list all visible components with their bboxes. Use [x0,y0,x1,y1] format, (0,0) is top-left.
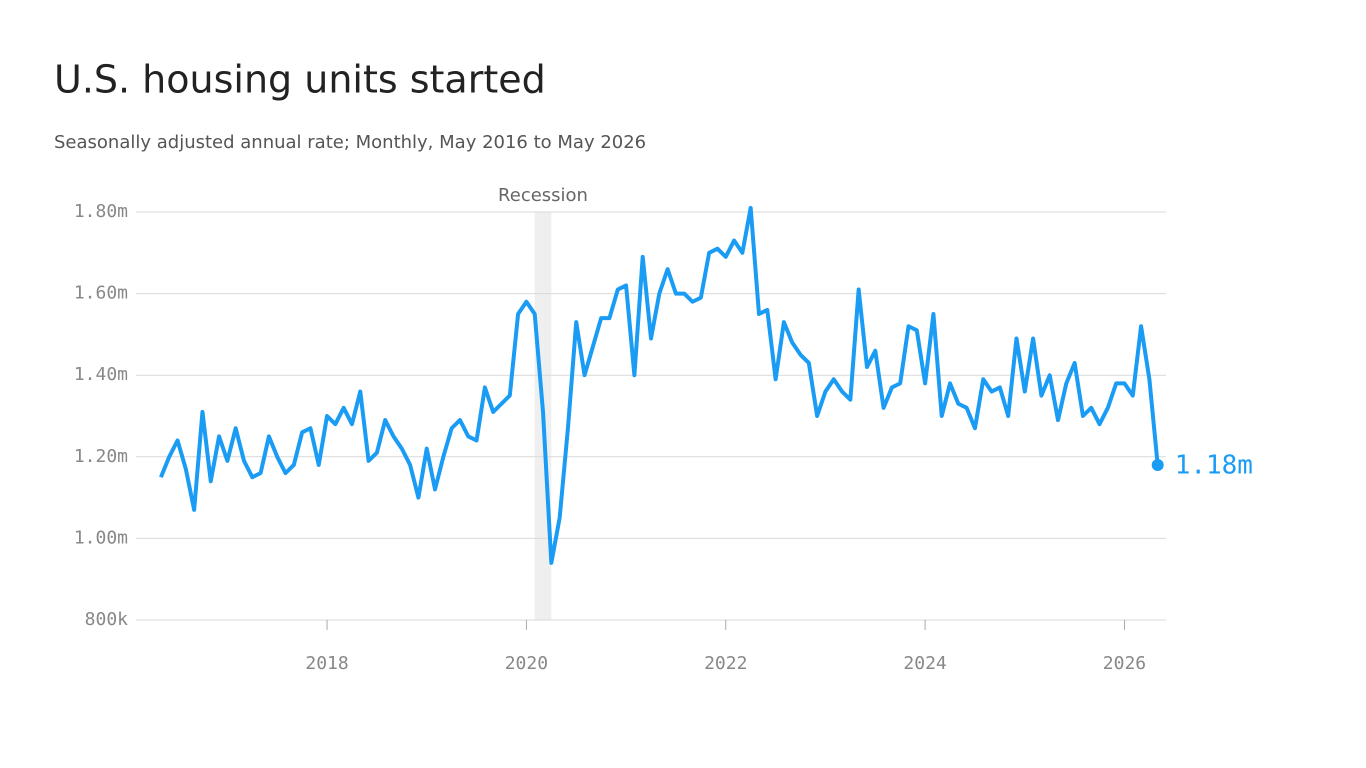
y-tick-label: 1.40m [74,364,128,385]
value-label: 1.18m [1175,450,1253,480]
recession-label: Recession [498,185,588,206]
chart-subtitle: Seasonally adjusted annual rate; Monthly… [54,132,646,153]
x-tick-label: 2026 [1103,653,1146,674]
chart-title: U.S. housing units started [54,58,546,102]
x-tick-label: 2020 [505,653,548,674]
y-tick-label: 1.20m [74,446,128,467]
y-tick-label: 1.80m [74,201,128,222]
x-tick-label: 2018 [305,653,348,674]
x-tick-label: 2024 [903,653,946,674]
y-tick-label: 1.60m [74,283,128,304]
y-tick-label: 1.00m [74,527,128,548]
x-tick-label: 2022 [704,653,747,674]
y-tick-label: 800k [85,609,129,630]
data-line [159,205,1160,565]
end-point [1151,458,1164,471]
